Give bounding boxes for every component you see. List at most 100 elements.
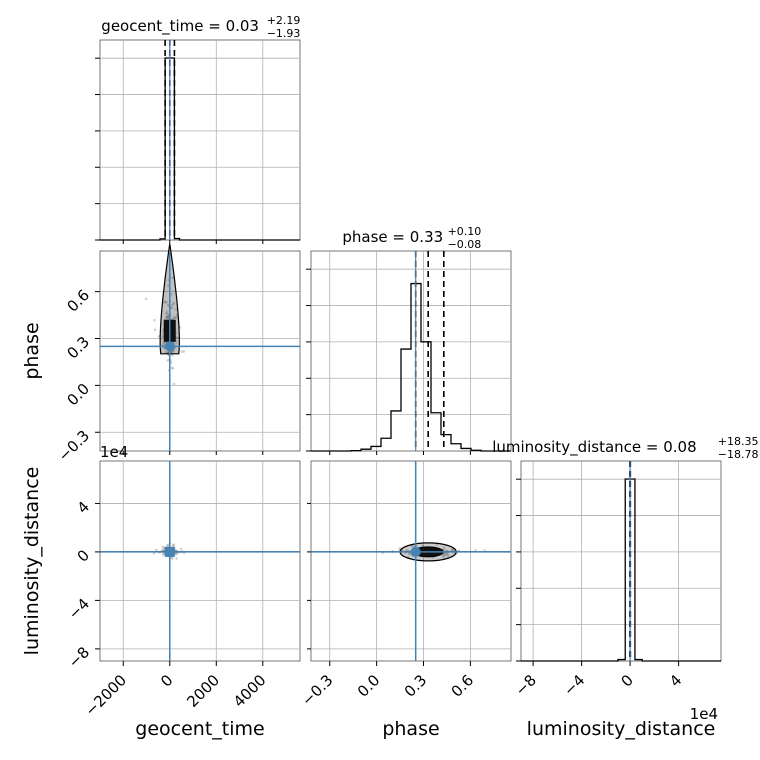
- y-tick-label: −8: [65, 643, 93, 671]
- x-tick-label: 0.0: [354, 671, 384, 701]
- y-axis-label-luminosity_distance: luminosity_distance: [21, 467, 43, 656]
- sample-point: [166, 313, 170, 316]
- sample-point: [172, 315, 176, 319]
- sample-point: [162, 547, 166, 550]
- truth-point: [164, 546, 175, 557]
- sample-point: [169, 556, 173, 560]
- sample-point: [163, 300, 167, 304]
- x-tick-label: 4: [666, 671, 685, 690]
- sample-point: [171, 544, 175, 547]
- x-tick-label: 4000: [230, 671, 270, 711]
- sample-point: [442, 554, 446, 557]
- y-tick-label: 0.0: [63, 380, 93, 410]
- title-plus: +0.10: [448, 225, 482, 238]
- y-tick-label: 0.6: [63, 286, 93, 316]
- histogram-phase: [311, 282, 511, 452]
- sample-point: [166, 543, 169, 547]
- sample-point: [165, 316, 168, 319]
- sample-point: [170, 351, 173, 354]
- y-tick-label: 0.3: [63, 333, 93, 363]
- sample-point: [162, 552, 166, 556]
- sample-point: [161, 545, 165, 549]
- x-axis-label-luminosity_distance: luminosity_distance: [527, 718, 716, 740]
- x-axis-label-phase: phase: [382, 718, 439, 740]
- sample-point: [174, 308, 178, 311]
- y-axis-multiplier: 1e4: [100, 443, 128, 461]
- y-axis-label-phase: phase: [21, 322, 43, 379]
- title-plus: +2.19: [267, 14, 301, 27]
- x-tick-label: 0: [617, 671, 636, 690]
- sample-point: [171, 349, 175, 353]
- sample-point: [166, 303, 170, 307]
- sample-point: [153, 318, 156, 322]
- truth-point: [164, 341, 175, 352]
- title-minus: −1.93: [267, 27, 301, 40]
- sample-point: [182, 350, 186, 353]
- sample-point: [474, 549, 477, 552]
- x-tick-label: −0.3: [298, 671, 336, 709]
- title-text: luminosity_distance = 0.08: [492, 438, 696, 457]
- scatter-panel-geocent_time-phase: [99, 243, 301, 452]
- x-axis-multiplier: 1e4: [690, 705, 718, 723]
- sample-point: [171, 276, 175, 280]
- sample-point: [408, 553, 411, 556]
- x-tick-label: −8: [512, 671, 540, 699]
- sample-point: [442, 546, 446, 550]
- sample-point: [161, 549, 164, 552]
- scatter-panel-geocent_time-luminosity_distance: [99, 460, 301, 662]
- histogram-luminosity_distance: [521, 478, 721, 662]
- panel-frame: [99, 460, 301, 662]
- sample-point: [155, 548, 158, 552]
- sample-point: [446, 554, 449, 557]
- panel-frame: [310, 460, 512, 662]
- sample-point: [174, 316, 178, 320]
- x-tick-label: 0.6: [448, 671, 478, 701]
- scatter-panel-phase-luminosity_distance: [310, 460, 512, 662]
- panel-title: geocent_time = 0.03 +2.19−1.93: [101, 14, 300, 40]
- sample-point: [445, 552, 449, 555]
- title-plus: +18.35: [718, 435, 759, 448]
- x-axis-label-geocent_time: geocent_time: [135, 718, 264, 740]
- title-text: phase = 0.33: [342, 228, 443, 246]
- x-tick-label: 0.3: [401, 671, 431, 701]
- panel-title: phase = 0.33 +0.10−0.08: [342, 225, 481, 251]
- y-tick-label: −0.3: [55, 427, 93, 465]
- sample-point: [446, 554, 450, 557]
- title-minus: −18.78: [718, 448, 759, 461]
- sample-point: [179, 547, 183, 551]
- sample-point: [161, 334, 165, 338]
- sample-point: [170, 306, 174, 310]
- title-text: geocent_time = 0.03: [101, 17, 259, 36]
- sample-point: [165, 315, 169, 319]
- sample-point: [172, 301, 176, 305]
- sample-point: [165, 310, 169, 314]
- sample-point: [421, 544, 424, 548]
- sample-point: [442, 553, 446, 556]
- sample-point: [406, 549, 409, 552]
- sample-point: [411, 545, 415, 548]
- title-minus: −0.08: [448, 238, 482, 251]
- sample-point: [174, 552, 177, 556]
- sample-point: [171, 367, 175, 370]
- sample-point: [166, 315, 170, 319]
- sample-point: [180, 350, 184, 353]
- sample-point: [398, 547, 402, 550]
- sample-point: [153, 328, 157, 332]
- sample-point: [167, 316, 170, 319]
- panel-frame: [99, 250, 301, 452]
- sample-point: [163, 300, 167, 304]
- x-tick-label: −2000: [81, 671, 130, 720]
- sample-point: [172, 382, 176, 386]
- y-tick-label: 4: [74, 498, 93, 517]
- sample-point: [164, 350, 168, 354]
- sample-point: [175, 552, 178, 555]
- sample-point: [166, 317, 170, 320]
- sample-point: [165, 315, 169, 319]
- sample-point: [166, 359, 170, 362]
- sample-point: [444, 553, 447, 557]
- sample-point: [172, 543, 176, 547]
- sample-point: [164, 312, 168, 315]
- sample-point: [162, 341, 166, 345]
- x-tick-label: 0: [157, 671, 176, 690]
